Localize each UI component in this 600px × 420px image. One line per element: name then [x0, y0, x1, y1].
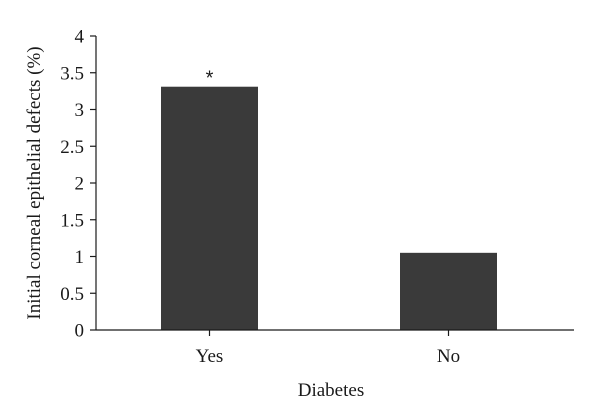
bars [161, 86, 497, 330]
y-axis-title: Initial corneal epithelial defects (%) [24, 46, 45, 319]
y-tick-label: 0.5 [60, 284, 84, 305]
x-tick-label: No [437, 346, 460, 367]
y-tick-label: 2.5 [60, 137, 84, 158]
y-tick-label: 3 [75, 100, 85, 121]
significance-marker: * [206, 68, 214, 90]
y-tick-label: 1.5 [60, 210, 84, 231]
x-axis-ticks: Yes No [196, 330, 460, 367]
y-tick-label: 3.5 [60, 63, 84, 84]
annotations: * [206, 68, 214, 90]
y-tick-label: 0 [75, 321, 85, 342]
y-tick-label: 1 [75, 247, 85, 268]
y-tick-label: 4 [75, 27, 85, 48]
bar-no [400, 252, 497, 330]
x-axis-title: Diabetes [298, 380, 364, 401]
y-axis-ticks: 0 0.5 1 1.5 2 2.5 3 3.5 4 [60, 27, 96, 342]
y-tick-label: 2 [75, 174, 85, 195]
bar-yes [161, 86, 258, 330]
x-tick-label: Yes [196, 346, 224, 367]
